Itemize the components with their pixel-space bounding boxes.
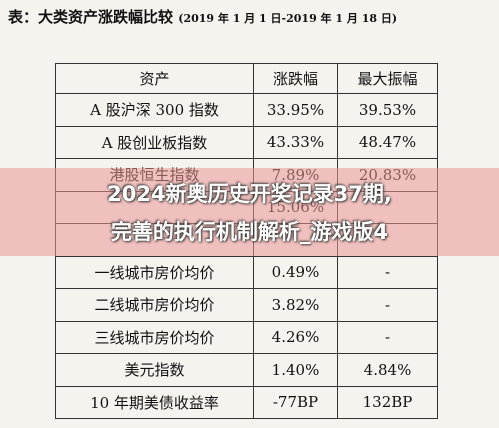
cell: 美元指数 bbox=[55, 353, 254, 387]
cell: - bbox=[337, 288, 438, 322]
cell: 39.53% bbox=[337, 93, 438, 127]
cell: 4.26% bbox=[253, 320, 338, 354]
cell: 10 年期美债收益率 bbox=[55, 385, 254, 419]
cell: 43.33% bbox=[253, 125, 338, 159]
banner-line: 2024新奥历史开奖记录37期, bbox=[107, 182, 392, 206]
table-row: 一线城市房价均价 0.49% - bbox=[55, 255, 438, 289]
cell: 4.84% bbox=[337, 353, 438, 387]
header-period: (2019 年 1 月 1 日-2019 年 1 月 18 日) bbox=[178, 12, 398, 25]
table-row: 二线城市房价均价 3.82% - bbox=[55, 288, 438, 322]
cell: A 股创业板指数 bbox=[55, 125, 254, 159]
banner-line: 完善的执行机制解析_游戏版4 bbox=[110, 220, 389, 244]
header-title: 大类资产涨跌幅比较 bbox=[38, 8, 174, 26]
cell: 0.49% bbox=[253, 255, 338, 289]
table-row: 三线城市房价均价 4.26% - bbox=[55, 320, 438, 354]
cell: 1.40% bbox=[253, 353, 338, 387]
table-row: A 股沪深 300 指数 33.95% 39.53% bbox=[55, 93, 438, 127]
header-row: 资产 涨跌幅 最大振幅 bbox=[55, 63, 438, 94]
cell: 3.82% bbox=[253, 288, 338, 322]
column-header: 资产 bbox=[55, 63, 254, 94]
cell: 二线城市房价均价 bbox=[55, 288, 254, 322]
cell: A 股沪深 300 指数 bbox=[55, 93, 254, 127]
table-row: A 股创业板指数 43.33% 48.47% bbox=[55, 125, 438, 159]
header: 表：大类资产涨跌幅比较 (2019 年 1 月 1 日-2019 年 1 月 1… bbox=[8, 6, 397, 27]
cell: - bbox=[337, 320, 438, 354]
column-header: 最大振幅 bbox=[337, 63, 438, 94]
cell: -77BP bbox=[253, 385, 338, 419]
cell: - bbox=[337, 255, 438, 289]
table-row: 美元指数 1.40% 4.84% bbox=[55, 353, 438, 387]
cell: 三线城市房价均价 bbox=[55, 320, 254, 354]
table-row: 10 年期美债收益率 -77BP 132BP bbox=[55, 385, 438, 419]
cell: 一线城市房价均价 bbox=[55, 255, 254, 289]
cell: 48.47% bbox=[337, 125, 438, 159]
header-label: 表： bbox=[8, 8, 39, 26]
banner: 2024新奥历史开奖记录37期, 完善的执行机制解析_游戏版4 bbox=[0, 168, 499, 256]
column-header: 涨跌幅 bbox=[253, 63, 338, 94]
cell: 132BP bbox=[337, 385, 438, 419]
cell: 33.95% bbox=[253, 93, 338, 127]
